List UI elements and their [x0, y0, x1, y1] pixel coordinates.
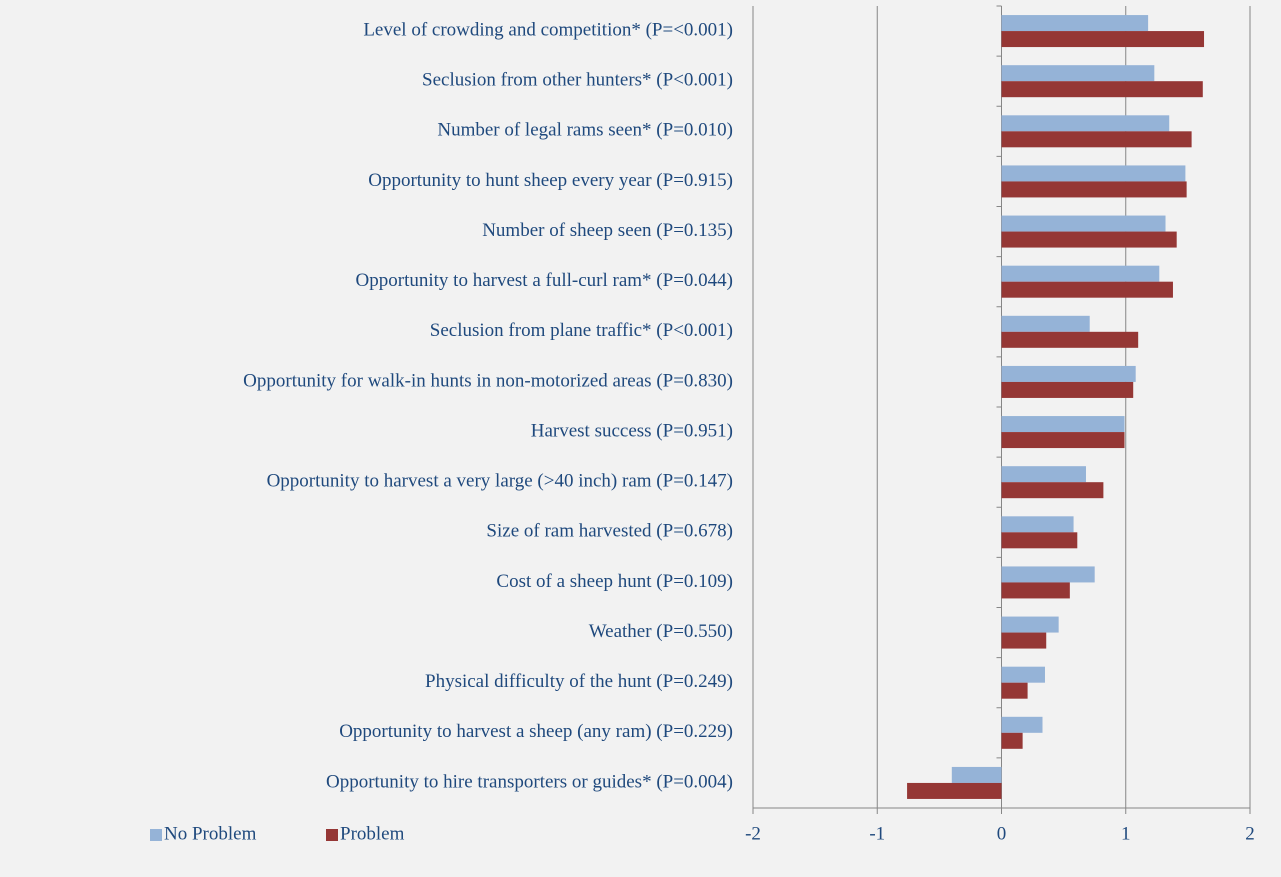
bar [1001, 231, 1177, 248]
x-tick-label: -1 [869, 823, 885, 844]
bar [1001, 215, 1166, 232]
bar [1001, 582, 1070, 599]
category-label: Harvest success (P=0.951) [531, 420, 733, 441]
category-label: Seclusion from other hunters* (P<0.001) [422, 70, 733, 91]
category-label: Number of legal rams seen* (P=0.010) [437, 120, 733, 141]
category-label: Opportunity to hire transporters or guid… [326, 771, 733, 792]
bar [951, 766, 1002, 783]
category-label: Seclusion from plane traffic* (P<0.001) [430, 320, 733, 341]
legend-swatch [150, 829, 162, 841]
category-label: Cost of a sheep hunt (P=0.109) [496, 571, 733, 592]
category-label: Weather (P=0.550) [589, 621, 733, 642]
bar [1001, 365, 1136, 382]
bar [1001, 432, 1125, 449]
x-tick-label: 1 [1121, 823, 1131, 844]
category-label: Opportunity to harvest a very large (>40… [267, 471, 733, 492]
bar [1001, 15, 1149, 32]
bar [1001, 31, 1205, 48]
bar [1001, 331, 1139, 348]
bar [1001, 65, 1155, 82]
category-label: Opportunity to hunt sheep every year (P=… [368, 170, 733, 191]
bar [907, 782, 1002, 799]
bar [1001, 131, 1192, 148]
bar [1001, 482, 1104, 499]
x-tick-label: -2 [745, 823, 761, 844]
bar [1001, 416, 1125, 433]
bar [1001, 381, 1134, 398]
category-label: Physical difficulty of the hunt (P=0.249… [425, 671, 733, 692]
bar [1001, 181, 1187, 198]
bar [1001, 165, 1186, 182]
bar [1001, 716, 1043, 733]
category-label: Level of crowding and competition* (P=<0… [363, 19, 733, 40]
bar [1001, 666, 1045, 683]
bar [1001, 115, 1170, 132]
bar [1001, 516, 1074, 533]
bar [1001, 466, 1086, 483]
category-label: Size of ram harvested (P=0.678) [486, 521, 733, 542]
bar [1001, 532, 1078, 549]
bar [1001, 632, 1047, 649]
category-label: Number of sheep seen (P=0.135) [482, 220, 733, 241]
category-label: Opportunity to harvest a sheep (any ram)… [339, 721, 733, 742]
bar [1001, 81, 1203, 98]
legend-swatch [326, 829, 338, 841]
category-label: Opportunity to harvest a full-curl ram* … [356, 270, 733, 291]
legend-label: No Problem [164, 823, 257, 844]
legend-label: Problem [340, 823, 405, 844]
category-label: Opportunity for walk-in hunts in non-mot… [243, 370, 733, 391]
bar [1001, 265, 1160, 282]
bar [1001, 315, 1090, 332]
x-tick-label: 0 [997, 823, 1007, 844]
bar [1001, 732, 1023, 749]
bar [1001, 682, 1028, 699]
x-tick-label: 2 [1245, 823, 1255, 844]
bar [1001, 616, 1059, 633]
bar [1001, 281, 1173, 298]
bar [1001, 566, 1095, 583]
